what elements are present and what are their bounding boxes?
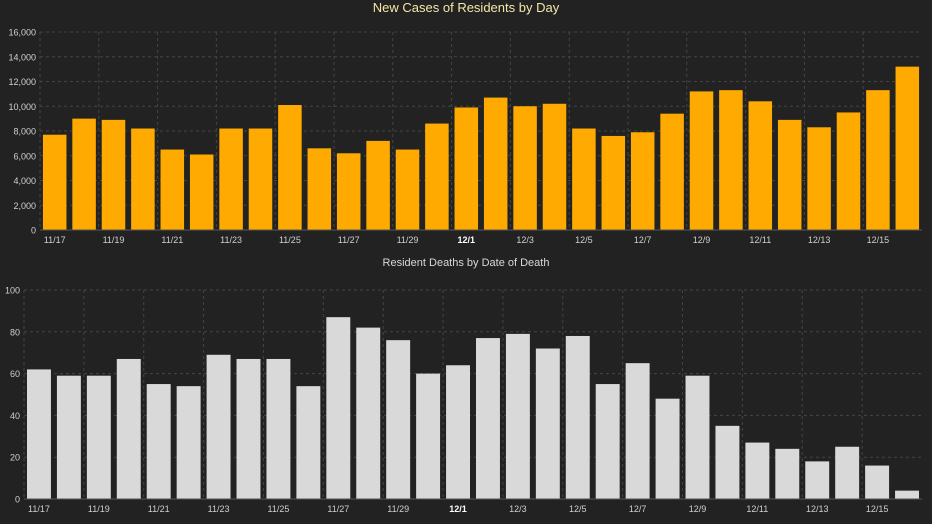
cases-x-tick-label: 11/17 (44, 235, 66, 245)
cases-bar-12/13 (807, 127, 831, 230)
cases-bar-11/27 (336, 153, 361, 230)
cases-x-tick-label: 11/19 (103, 235, 125, 245)
cases-y-tick-label: 0 (31, 226, 36, 236)
cases-bar-12/14 (836, 112, 861, 230)
cases-bar-11/18 (72, 118, 96, 230)
cases-bar-11/22 (189, 154, 214, 230)
cases-chart-title: New Cases of Residents by Day (372, 0, 560, 15)
cases-bar-11/19 (101, 119, 126, 230)
cases-bar-11/29 (395, 149, 420, 230)
cases-x-tick-label: 11/25 (279, 235, 301, 245)
cases-y-tick-label: 14,000 (8, 52, 36, 62)
cases-x-tick-label: 11/21 (161, 235, 183, 245)
cases-y-tick-label: 6,000 (13, 151, 36, 161)
cases-x-tick-label: 12/11 (749, 235, 771, 245)
cases-bar-12/11 (748, 101, 773, 230)
cases-x-tick-label: 12/9 (693, 235, 711, 245)
cases-bar-12/16 (895, 66, 920, 231)
cases-y-tick-label: 4,000 (13, 176, 36, 186)
cases-bar-12/2 (483, 97, 508, 231)
cases-y-tick-label: 16,000 (8, 28, 36, 38)
cases-bar-12/6 (601, 135, 626, 230)
cases-bar-11/28 (366, 140, 390, 230)
cases-bar-12/9 (689, 91, 714, 231)
cases-y-tick-label: 2,000 (13, 201, 36, 211)
cases-x-tick-label: 12/13 (808, 235, 831, 245)
cases-x-tick-label: 12/7 (634, 235, 652, 245)
cases-bar-11/30 (425, 123, 449, 230)
deaths-chart-title: Resident Deaths by Date of Death (382, 257, 550, 269)
cases-x-tick-label: 12/1 (458, 235, 476, 245)
cases-bar-12/1 (454, 107, 479, 230)
cases-bar-11/26 (307, 148, 332, 230)
cases-bar-12/8 (660, 113, 684, 230)
cases-bar-11/21 (160, 149, 185, 230)
cases-x-tick-label: 11/29 (397, 235, 419, 245)
cases-bar-12/7 (630, 132, 655, 230)
cases-bar-11/17 (42, 134, 67, 230)
cases-x-tick-label: 12/3 (516, 235, 534, 245)
cases-bar-12/5 (572, 128, 596, 230)
cases-x-tick-label: 11/27 (338, 235, 360, 245)
cases-bar-11/20 (131, 128, 155, 230)
cases-x-tick-label: 12/15 (867, 235, 890, 245)
cases-bar-12/12 (777, 119, 802, 230)
cases-bar-11/23 (219, 128, 243, 230)
cases-y-tick-label: 8,000 (13, 127, 36, 137)
cases-x-tick-label: 12/5 (575, 235, 593, 245)
cases-bar-11/25 (278, 105, 302, 230)
cases-bar-12/15 (866, 90, 890, 230)
cases-bar-12/3 (513, 106, 537, 230)
cases-y-tick-label: 12,000 (8, 77, 36, 87)
cases-bar-11/24 (248, 128, 273, 230)
cases-y-tick-label: 10,000 (8, 102, 36, 112)
cases-x-tick-label: 11/23 (220, 235, 242, 245)
cases-bar-12/10 (719, 90, 743, 230)
cases-bar-12/4 (542, 103, 567, 230)
